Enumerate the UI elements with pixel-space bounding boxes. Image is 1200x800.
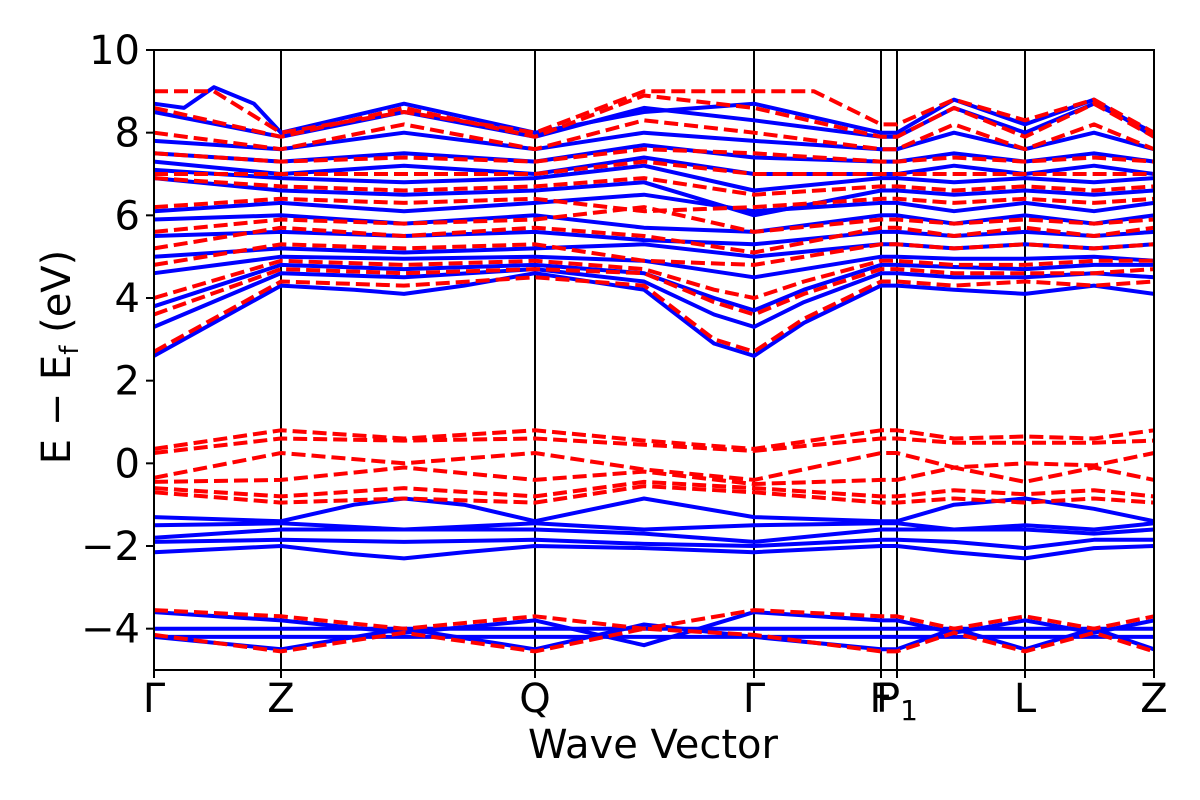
band-line-red-38 <box>153 196 1155 214</box>
x-tick-label: F <box>869 676 892 722</box>
x-tick-label: P1 <box>876 676 918 727</box>
band-line-red-44 <box>154 89 1155 135</box>
y-tick-label: −2 <box>81 524 140 570</box>
y-axis-title-sub: f <box>55 345 85 355</box>
band-line-red-42 <box>153 118 1155 152</box>
band-line-blue-17 <box>153 271 1155 358</box>
band-line-red-33 <box>153 267 1155 317</box>
y-tick-label: −4 <box>81 607 140 653</box>
y-tick-label: 4 <box>115 276 140 322</box>
x-tick-label: Z <box>1140 676 1167 722</box>
x-tick-label: Z <box>267 676 294 722</box>
band-line-red-32 <box>153 275 1155 354</box>
y-axis-title: E − Ef (eV) <box>34 250 85 465</box>
y-tick-label: 2 <box>115 359 140 405</box>
band-line-red-41 <box>153 147 1155 164</box>
plot-frame <box>153 49 1155 671</box>
x-axis-title: Wave Vector <box>528 722 779 768</box>
band-series <box>153 85 1156 654</box>
x-tick-label: Q <box>519 676 550 722</box>
plot-border <box>153 49 1155 671</box>
x-axis-ticks: Γ Z Q Γ FP1 L Z <box>143 670 1168 727</box>
y-axis-title-unit: (eV) <box>34 250 80 346</box>
band-line-blue-10 <box>153 544 1155 561</box>
band-line-red-40 <box>154 159 1154 176</box>
band-line-red-11 <box>153 428 1155 451</box>
y-tick-label: 8 <box>115 111 140 157</box>
band-line-red-35 <box>153 242 1155 267</box>
x-tick-label: Γ <box>143 676 166 722</box>
band-line-red-5 <box>153 626 1155 654</box>
band-line-red-12 <box>153 436 1155 455</box>
band-line-blue-8 <box>153 527 1155 544</box>
band-line-blue-20 <box>153 254 1155 280</box>
y-axis-ticks: 10 8 6 4 2 0 −2 −4 <box>81 28 154 653</box>
x-tick-label: Γ <box>743 676 766 722</box>
band-line-red-13 <box>153 451 1155 482</box>
band-line-blue-18 <box>153 267 1155 329</box>
band-line-blue-6 <box>153 496 1155 524</box>
x-tick-label: L <box>1014 676 1037 722</box>
band-line-blue-19 <box>153 262 1154 313</box>
band-line-red-43 <box>153 93 1155 139</box>
y-tick-label: 10 <box>89 28 140 74</box>
band-line-red-15 <box>153 479 1155 499</box>
band-line-blue-31 <box>153 85 1156 139</box>
band-line-red-16 <box>153 484 1155 505</box>
band-line-red-36 <box>153 225 1155 255</box>
band-line-blue-24 <box>153 192 1155 214</box>
band-line-red-4 <box>153 608 1155 631</box>
y-axis-title-main: E − E <box>34 355 80 465</box>
band-line-red-39 <box>153 176 1155 197</box>
band-line-blue-26 <box>153 163 1155 193</box>
y-tick-label: 6 <box>115 193 140 239</box>
band-line-red-14 <box>153 465 1155 486</box>
y-tick-label: 0 <box>115 441 140 487</box>
band-line-blue-9 <box>153 537 1154 551</box>
band-line-red-37 <box>153 205 1155 234</box>
